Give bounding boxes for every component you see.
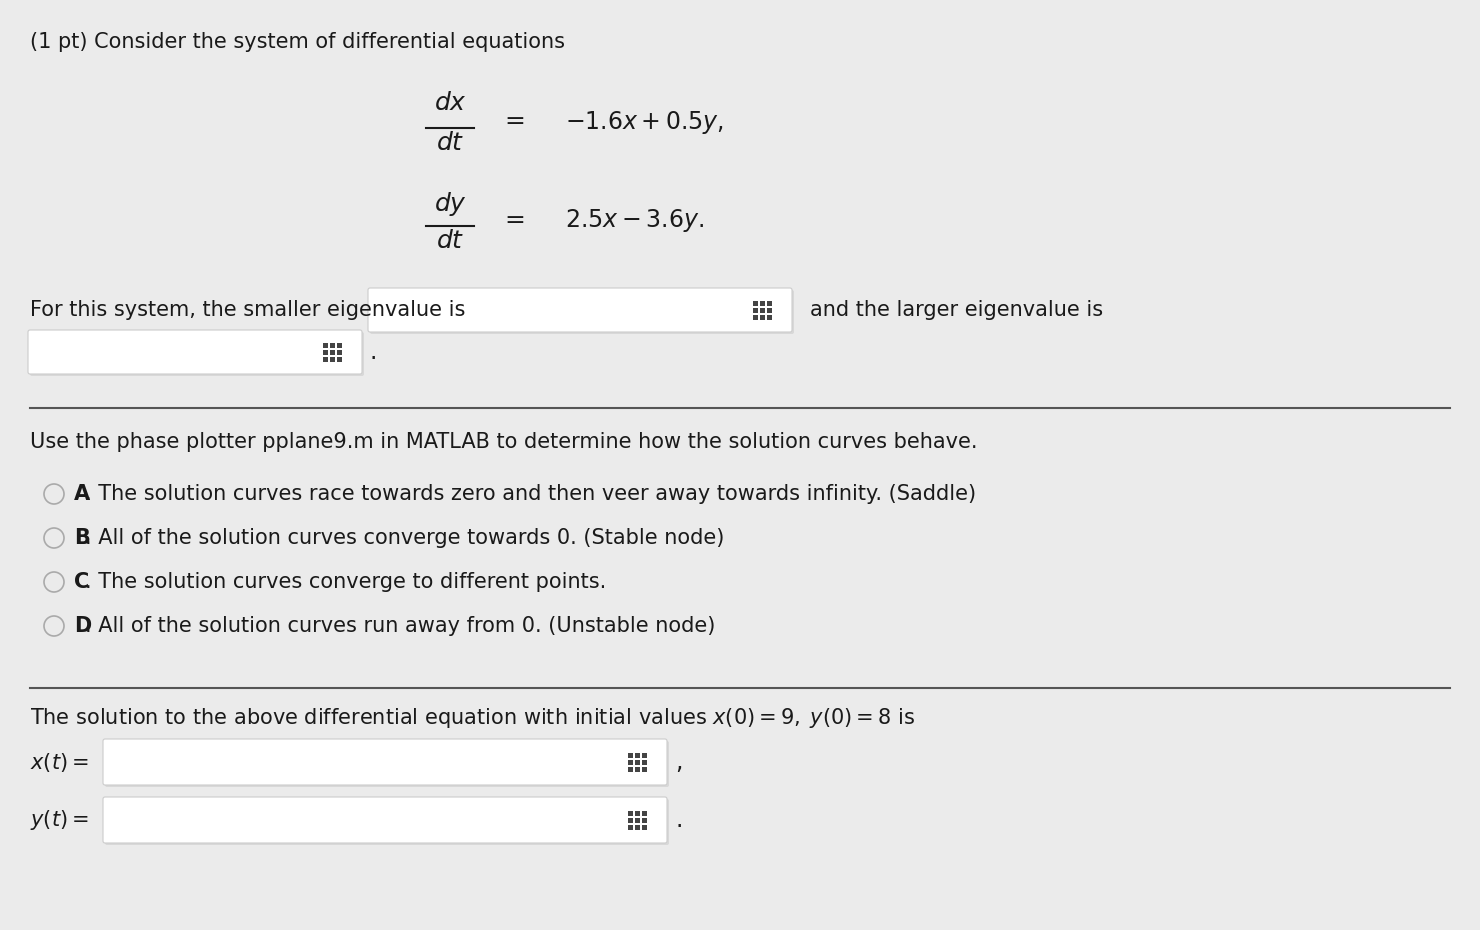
Text: =: = <box>505 208 525 232</box>
Bar <box>635 760 639 764</box>
Bar <box>767 308 771 312</box>
Bar <box>635 811 639 816</box>
Bar <box>330 342 334 348</box>
Bar <box>330 350 334 354</box>
FancyBboxPatch shape <box>30 332 364 376</box>
Bar <box>635 766 639 772</box>
Text: .: . <box>675 808 682 832</box>
Bar <box>635 825 639 830</box>
Bar <box>323 350 327 354</box>
Text: B: B <box>74 528 90 548</box>
Text: $dt$: $dt$ <box>435 230 465 253</box>
Text: =: = <box>505 111 525 134</box>
Circle shape <box>44 528 64 548</box>
FancyBboxPatch shape <box>369 288 792 332</box>
Bar <box>641 766 647 772</box>
FancyBboxPatch shape <box>104 739 667 785</box>
Bar <box>767 300 771 305</box>
Bar <box>635 817 639 822</box>
Bar <box>641 752 647 758</box>
FancyBboxPatch shape <box>104 797 667 843</box>
Text: . The solution curves race towards zero and then veer away towards infinity. (Sa: . The solution curves race towards zero … <box>84 484 977 504</box>
Text: $2.5x - 3.6y.$: $2.5x - 3.6y.$ <box>565 206 704 233</box>
Text: .: . <box>370 340 377 364</box>
Text: $dy$: $dy$ <box>434 190 466 218</box>
Bar <box>336 350 342 354</box>
Text: (1 pt) Consider the system of differential equations: (1 pt) Consider the system of differenti… <box>30 32 565 52</box>
Circle shape <box>44 572 64 592</box>
Bar <box>323 356 327 362</box>
Text: Use the phase plotter pplane9.m in MATLAB to determine how the solution curves b: Use the phase plotter pplane9.m in MATLA… <box>30 432 977 452</box>
Bar <box>323 342 327 348</box>
Bar <box>752 314 758 320</box>
Bar <box>628 811 632 816</box>
Bar <box>641 817 647 822</box>
Bar <box>759 300 765 305</box>
Text: C: C <box>74 572 89 592</box>
Bar <box>752 300 758 305</box>
Text: $-1.6x + 0.5y,$: $-1.6x + 0.5y,$ <box>565 109 724 136</box>
Bar <box>759 314 765 320</box>
FancyBboxPatch shape <box>105 741 669 787</box>
Text: . All of the solution curves run away from 0. (Unstable node): . All of the solution curves run away fr… <box>84 616 715 636</box>
Text: For this system, the smaller eigenvalue is: For this system, the smaller eigenvalue … <box>30 300 465 320</box>
Bar <box>635 752 639 758</box>
Bar <box>336 342 342 348</box>
Text: ,: , <box>675 750 682 774</box>
Text: $dx$: $dx$ <box>434 92 466 115</box>
Bar <box>628 817 632 822</box>
Circle shape <box>44 616 64 636</box>
Bar <box>628 825 632 830</box>
FancyBboxPatch shape <box>28 330 363 374</box>
Bar <box>641 760 647 764</box>
Bar <box>336 356 342 362</box>
Bar <box>767 314 771 320</box>
Text: $x(t) =$: $x(t) =$ <box>30 751 89 774</box>
Bar <box>628 766 632 772</box>
Text: The solution to the above differential equation with initial values $x(0) = 9,\;: The solution to the above differential e… <box>30 706 915 730</box>
Bar <box>628 752 632 758</box>
Text: . The solution curves converge to different points.: . The solution curves converge to differ… <box>84 572 607 592</box>
Bar <box>752 308 758 312</box>
Text: . All of the solution curves converge towards 0. (Stable node): . All of the solution curves converge to… <box>84 528 724 548</box>
Text: and the larger eigenvalue is: and the larger eigenvalue is <box>810 300 1103 320</box>
Bar <box>628 760 632 764</box>
Bar <box>759 308 765 312</box>
FancyBboxPatch shape <box>370 290 793 334</box>
Text: D: D <box>74 616 92 636</box>
Text: A: A <box>74 484 90 504</box>
FancyBboxPatch shape <box>105 799 669 845</box>
Text: $y(t) =$: $y(t) =$ <box>30 808 89 832</box>
Circle shape <box>44 484 64 504</box>
Bar <box>641 811 647 816</box>
Text: $dt$: $dt$ <box>435 132 465 155</box>
Bar <box>641 825 647 830</box>
Bar <box>330 356 334 362</box>
